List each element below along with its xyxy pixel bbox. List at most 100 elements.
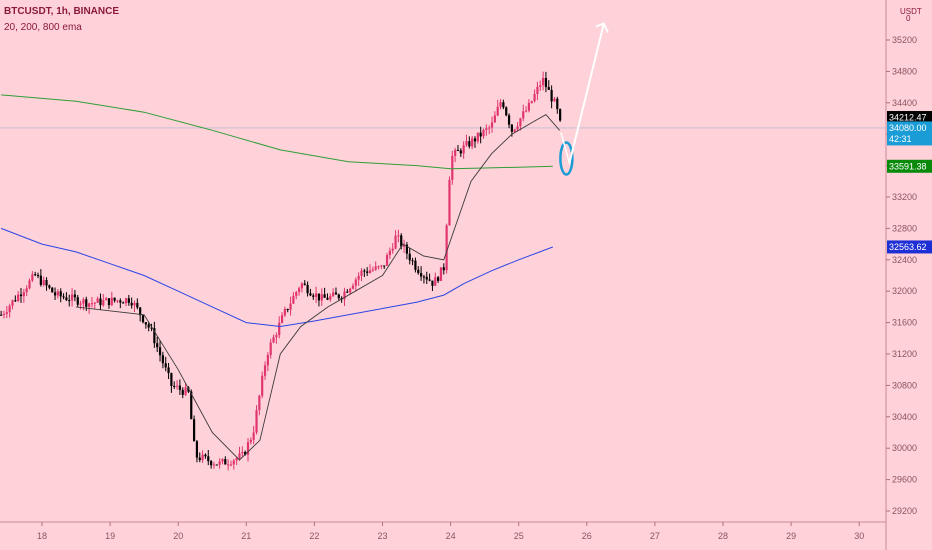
- candle-up: [201, 454, 204, 461]
- candle-up: [70, 294, 74, 301]
- y-tick-label: 29200: [892, 506, 917, 516]
- candle-up: [553, 98, 556, 102]
- candle-down: [141, 315, 145, 323]
- candle-up: [82, 299, 85, 304]
- candle-down: [303, 283, 306, 285]
- candle-down: [156, 343, 159, 348]
- y-tick-label: 31600: [892, 318, 917, 328]
- candle-down: [51, 287, 54, 293]
- candle-up: [269, 342, 272, 355]
- candle-up: [184, 387, 187, 395]
- candle-down: [204, 454, 207, 457]
- y-tick-label: 32000: [892, 286, 917, 296]
- candle-up: [116, 300, 119, 302]
- candle-down: [36, 275, 40, 277]
- candle-down: [425, 276, 428, 280]
- candle-down: [422, 276, 426, 278]
- candle-down: [107, 298, 111, 306]
- candle-down: [164, 363, 167, 368]
- candle-down: [442, 267, 445, 271]
- candle-up: [102, 300, 105, 306]
- candle-down: [473, 138, 477, 142]
- candle-down: [210, 461, 213, 466]
- candle-up: [232, 460, 235, 465]
- candle-up: [249, 439, 252, 443]
- y-tick-label: 29600: [892, 475, 917, 485]
- candle-down: [323, 294, 326, 298]
- candle-up: [241, 452, 244, 454]
- candle-down: [192, 419, 196, 442]
- candle-up: [394, 235, 397, 249]
- candle-down: [158, 347, 162, 356]
- x-tick-label: 23: [377, 531, 387, 541]
- candle-up: [93, 302, 96, 304]
- candle-down: [62, 296, 65, 298]
- candle-down: [414, 260, 417, 270]
- candle-down: [419, 273, 423, 277]
- candle-down: [547, 87, 550, 90]
- candle-up: [385, 255, 389, 266]
- candle-up: [542, 78, 545, 86]
- candle-down: [34, 274, 37, 276]
- x-tick-label: 24: [446, 531, 456, 541]
- candle-down: [14, 300, 17, 302]
- price-label-box: [887, 121, 932, 146]
- candle-down: [459, 150, 462, 154]
- candle-up: [295, 292, 298, 296]
- candle-up: [513, 129, 516, 132]
- candle-down: [173, 385, 176, 387]
- candle-down: [366, 271, 369, 273]
- candle-up: [490, 122, 494, 128]
- candle-up: [255, 410, 258, 433]
- candle-up: [349, 288, 352, 293]
- candle-up: [445, 225, 448, 271]
- candle-up: [261, 375, 264, 396]
- y-tick-label: 32800: [892, 223, 917, 233]
- candle-down: [136, 302, 139, 308]
- candle-down: [411, 260, 414, 262]
- candle-down: [505, 107, 508, 116]
- candle-down: [19, 294, 23, 297]
- candle-down: [119, 300, 122, 303]
- candle-down: [181, 389, 184, 395]
- candle-down: [190, 391, 193, 420]
- candle-up: [263, 365, 267, 376]
- candle-down: [76, 297, 79, 305]
- candle-up: [110, 297, 113, 306]
- candle-down: [130, 302, 133, 306]
- candle-up: [448, 179, 451, 226]
- candle-up: [454, 150, 457, 156]
- candle-up: [124, 298, 128, 304]
- y-tick-label: 33200: [892, 192, 917, 202]
- candle-down: [127, 298, 130, 303]
- candle-down: [167, 367, 170, 374]
- candle-up: [2, 313, 6, 315]
- candle-up: [522, 111, 525, 119]
- candle-down: [139, 307, 142, 316]
- candle-down: [65, 297, 68, 301]
- symbol-title: BTCUSDT, 1h, BINANCE: [4, 6, 120, 17]
- candle-down: [147, 324, 150, 328]
- candle-up: [343, 291, 346, 300]
- y-tick-label: 30400: [892, 412, 917, 422]
- candle-up: [488, 127, 491, 129]
- candle-down: [85, 299, 88, 307]
- candle-down: [153, 328, 156, 344]
- candle-down: [456, 150, 460, 152]
- countdown-label: 42:31: [889, 134, 912, 144]
- candle-up: [238, 453, 241, 459]
- candle-up: [79, 303, 82, 305]
- candle-up: [391, 248, 394, 251]
- candle-down: [428, 279, 431, 281]
- candle-up: [465, 141, 468, 146]
- candle-up: [175, 385, 179, 387]
- candle-down: [39, 275, 42, 285]
- candle-up: [300, 283, 304, 289]
- candle-down: [161, 355, 164, 364]
- candle-up: [218, 461, 221, 465]
- candle-up: [388, 250, 391, 256]
- candle-down: [215, 464, 218, 466]
- candle-up: [235, 458, 238, 461]
- projection-arrow-head: [595, 22, 609, 33]
